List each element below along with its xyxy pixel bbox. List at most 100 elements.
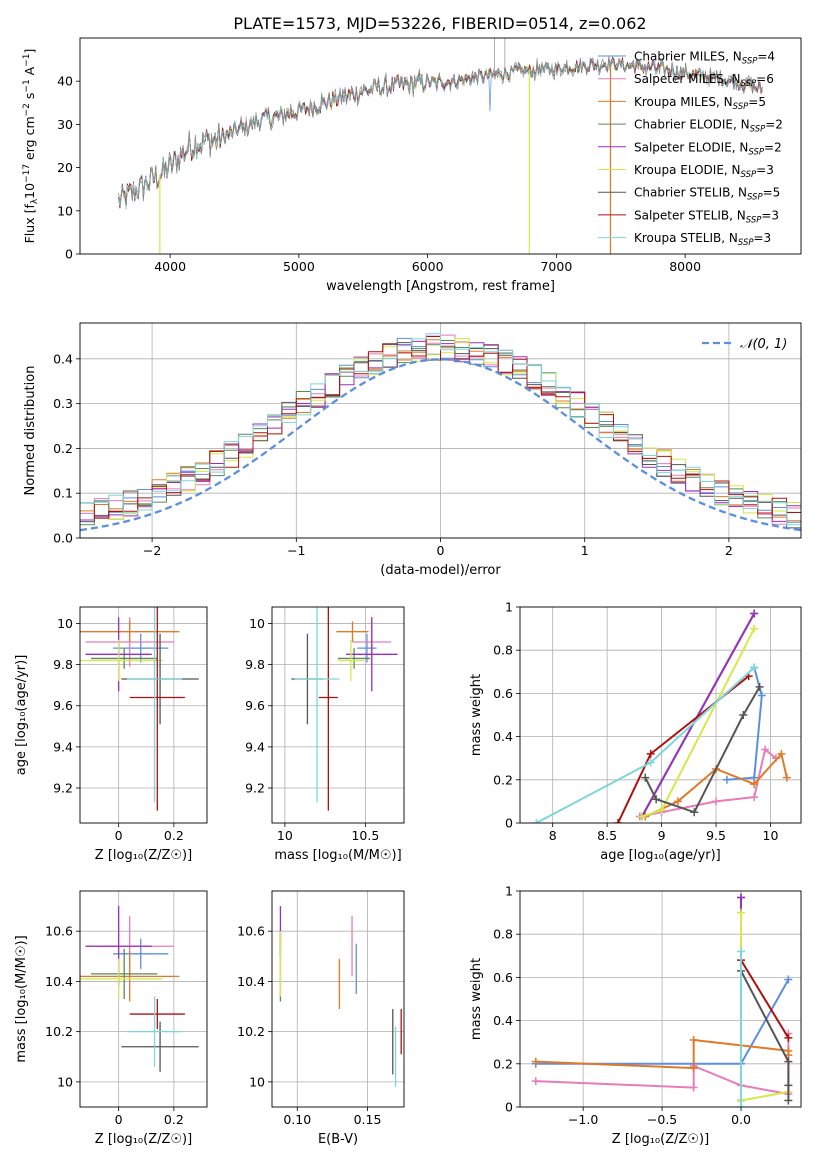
spectrum-ylabel-part: erg cm [22, 116, 37, 164]
residuals-xtick-label: −2 [143, 543, 161, 558]
spectrum-lines [118, 38, 763, 254]
z-age-ytick-label: 9.6 [53, 698, 73, 713]
spectrum-xlabel: wavelength [Angstrom, rest frame] [326, 279, 555, 294]
legend-label-sub: SSP [750, 125, 766, 135]
z-weight-marker [784, 1033, 793, 1042]
z-weight-marker [784, 1057, 793, 1066]
z-age-ytick-label: 9.2 [53, 781, 73, 796]
z-age-ytick-label: 9.8 [53, 657, 73, 672]
spectrum-frame [79, 37, 802, 255]
age-weight-marker [777, 749, 786, 758]
legend-label: Chabrier MILES, NSSP=4 [634, 50, 775, 67]
legend-label: Kroupa ELODIE, NSSP=3 [634, 163, 774, 180]
z-weight-xlabel: Z [log₁₀(Z/Z☉)] [612, 1132, 709, 1147]
age-weight-ytick-label: 0.8 [493, 643, 513, 658]
spectrum-axes: 4000 5000 6000 7000 8000 0 10 20 30 40 wavelength … [57, 74, 701, 294]
age-weight-marker [657, 806, 666, 815]
legend-label-sub: SSP [738, 238, 754, 248]
spectrum-ylabel-part: −1 [22, 54, 32, 67]
spectrum-ylabel-part: 10 [22, 183, 37, 199]
z-weight-xtick-label: 0.0 [731, 1112, 751, 1127]
z-weight-marker [531, 1057, 540, 1066]
z-weight-marker [689, 1083, 698, 1092]
mass-age-ytick-label: 9.8 [245, 657, 265, 672]
z-weight-marker [531, 1077, 540, 1086]
residuals-ytick-label: 0.1 [53, 486, 73, 501]
z-weight-marker [737, 947, 746, 956]
legend-label-text: Chabrier STELIB, N [634, 186, 747, 200]
age-weight-marker [750, 609, 759, 618]
ebv-mass-ytick-label: 10.6 [237, 924, 265, 939]
mass-age-ytick-label: 9.2 [245, 781, 265, 796]
z-weight-ytick-label: 0.4 [493, 1013, 513, 1028]
z-mass-xtick-label: 0 [115, 1112, 123, 1127]
spectrum-ylabel: Flux [fλ10−17 erg cm−2 s−1 A−1] [22, 49, 40, 244]
spectrum-ytick-label: 0 [65, 247, 73, 262]
age-weight-marker [614, 819, 623, 823]
age-weight-line [726, 667, 763, 781]
residuals-xtick-label: 0 [437, 543, 445, 558]
spectrum-xtick-label: 5000 [283, 259, 315, 274]
age-weight-ylabel: mass weight [469, 674, 484, 756]
legend-label-text: Chabrier MILES, N [634, 50, 742, 64]
age-weight-marker [722, 775, 731, 784]
residuals-ytick-label: 0.0 [53, 531, 73, 546]
spectrum-data-line [118, 56, 763, 206]
spectrum-xtick-label: 6000 [412, 259, 444, 274]
ebv-mass-points [279, 906, 402, 1087]
figure-title: PLATE=1573, MJD=53226, FIBERID=0514, z=0… [233, 14, 646, 33]
residuals-ytick-label: 0.4 [53, 351, 73, 366]
residuals-xtick-label: −1 [287, 543, 305, 558]
legend-label: Salpeter ELODIE, NSSP=2 [634, 140, 782, 157]
mass-age-ytick-label: 10 [249, 616, 265, 631]
residuals-xlabel: (data-model)/error [380, 563, 501, 578]
z-mass-ytick-label: 10.4 [45, 974, 73, 989]
age-weight-marker [646, 749, 655, 758]
age-weight-xtick-label: 8.5 [597, 828, 617, 843]
spectrum-ylabel-part: −17 [22, 164, 32, 183]
ebv-mass-xlabel: E(B-V) [318, 1132, 358, 1147]
z-age-ytick-label: 9.4 [53, 739, 73, 754]
legend-label-sub: SSP [741, 170, 757, 180]
age-weight-marker [690, 808, 699, 817]
legend-label-text: Chabrier ELODIE, N [634, 118, 750, 132]
z-mass-frame [79, 890, 208, 1108]
legend-label: Chabrier STELIB, NSSP=5 [634, 186, 780, 203]
legend-label-count: =3 [761, 208, 779, 222]
mass-age-xtick-label: 10.5 [351, 828, 379, 843]
spectrum-xtick-label: 7000 [540, 259, 572, 274]
z-mass-ytick-label: 10 [57, 1074, 73, 1089]
spectrum-ytick-label: 30 [57, 117, 73, 132]
legend-label-count: =5 [748, 95, 766, 109]
residuals-hist [80, 333, 801, 532]
z-mass-ylabel: mass [log₁₀(M/M☉)] [14, 935, 29, 1062]
age-weight-ytick-label: 0.6 [493, 686, 513, 701]
z-mass-points [80, 906, 199, 1072]
spectrum-xtick-label: 8000 [669, 259, 701, 274]
ebv-mass-xtick-label: 0.15 [354, 1112, 382, 1127]
legend-label: Salpeter STELIB, NSSP=3 [634, 208, 779, 225]
age-weight-axes: 8 8.5 9 9.5 10 0 0.2 0.4 0.6 0.8 1 age [log₁₀(age/y… [469, 600, 801, 863]
residuals-ylabel: Normed distribution [23, 366, 38, 496]
age-weight-marker [782, 773, 791, 782]
z-weight-ytick-label: 0.2 [493, 1056, 513, 1071]
age-weight-xtick-label: 8 [549, 828, 557, 843]
z-weight-marker [689, 1036, 698, 1045]
legend-label-text: Salpeter STELIB, N [634, 208, 746, 222]
z-age-frame [79, 606, 208, 824]
legend-label-text: Kroupa STELIB, N [634, 231, 738, 245]
age-weight-marker [637, 812, 646, 821]
z-weight-marker [689, 1064, 698, 1073]
age-weight-frame [519, 606, 802, 824]
age-weight-marker [532, 819, 541, 823]
age-weight-marker [755, 682, 764, 691]
z-weight-marker [737, 893, 746, 902]
z-mass-ytick-label: 10.6 [45, 924, 73, 939]
z-weight-frame [519, 890, 802, 1108]
mass-age-ytick-label: 9.6 [245, 698, 265, 713]
age-weight-lines [532, 609, 791, 823]
z-weight-ylabel: mass weight [469, 958, 484, 1040]
mass-age-xlabel: mass [log₁₀(M/M☉)] [274, 848, 401, 863]
